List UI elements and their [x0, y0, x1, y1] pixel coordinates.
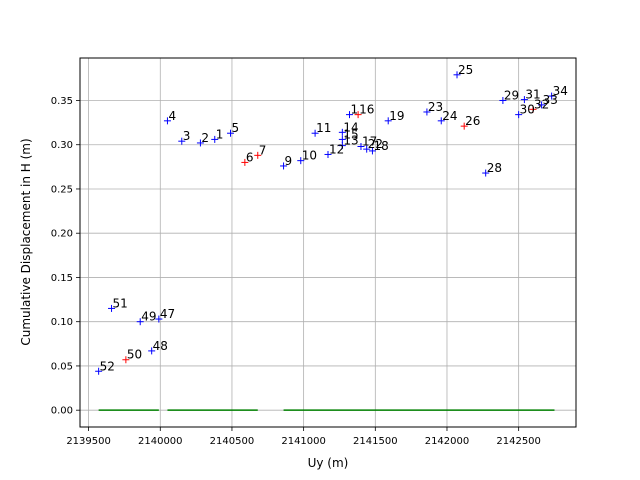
point-label: 26 — [465, 114, 480, 128]
point-label: 24 — [442, 109, 457, 123]
point-label: 49 — [141, 310, 156, 324]
point-label: 5 — [232, 121, 240, 135]
data-markers — [95, 71, 556, 375]
data-point-marker — [148, 347, 156, 355]
point-label: 6 — [246, 150, 254, 164]
point-label: 13 — [343, 134, 358, 148]
data-point-marker — [368, 147, 376, 155]
y-tick-label: 0.10 — [51, 317, 73, 328]
point-label: 2 — [201, 131, 209, 145]
plot-frame — [79, 57, 577, 428]
y-tick-label: 0.15 — [51, 273, 73, 284]
point-label: 19 — [389, 109, 404, 123]
point-label: 22 — [368, 137, 383, 151]
y-axis-ticks: 0.00 0.05 0.10 0.15 0.20 0.25 0.30 0.35 — [51, 96, 80, 417]
point-label: 28 — [487, 161, 502, 175]
x-tick-label: 2139500 — [66, 436, 111, 447]
data-point-marker — [311, 129, 319, 137]
x-tick-label: 2141500 — [353, 436, 398, 447]
data-point-marker — [520, 96, 528, 104]
point-label: 1 — [216, 127, 224, 141]
data-point-marker — [357, 142, 365, 150]
y-tick-label: 0.30 — [51, 140, 73, 151]
point-label: 11 — [316, 121, 331, 135]
point-label: 48 — [153, 339, 168, 353]
point-label: 50 — [127, 348, 142, 362]
x-tick-label: 2141000 — [281, 436, 326, 447]
point-label: 47 — [160, 307, 175, 321]
data-point-marker — [453, 71, 461, 79]
point-label: 23 — [428, 100, 443, 114]
point-label: 17 — [362, 134, 377, 148]
data-point-marker — [460, 122, 468, 130]
data-point-marker — [108, 304, 116, 312]
data-point-marker — [384, 117, 392, 125]
point-label: 34 — [553, 84, 568, 98]
point-label: 15 — [343, 127, 358, 141]
data-point-marker — [297, 157, 305, 165]
point-label: 33 — [543, 93, 558, 107]
y-tick-label: 0.00 — [51, 406, 73, 417]
data-point-marker — [122, 356, 130, 364]
point-label: 25 — [458, 63, 473, 77]
data-point-marker — [338, 142, 346, 150]
point-label: 31 — [525, 88, 540, 102]
data-point-marker — [423, 108, 431, 116]
x-tick-label: 2140000 — [138, 436, 183, 447]
data-point-marker — [324, 150, 332, 158]
x-axis-ticks: 2139500 2140000 2140500 2141000 2141500 21420… — [66, 427, 541, 447]
data-point-marker — [241, 158, 249, 166]
data-point-marker — [196, 139, 204, 147]
point-label: 14 — [343, 120, 358, 134]
data-point-marker — [515, 111, 523, 119]
x-tick-label: 2142000 — [425, 436, 470, 447]
data-point-marker — [280, 162, 288, 170]
data-point-marker — [155, 315, 163, 323]
data-point-marker — [363, 145, 371, 153]
x-axis-label: Uy (m) — [308, 456, 349, 470]
x-tick-label: 2140500 — [210, 436, 255, 447]
data-point-marker — [538, 101, 546, 109]
point-label: 12 — [329, 142, 344, 156]
point-label: 4 — [168, 109, 176, 123]
y-tick-label: 0.25 — [51, 184, 73, 195]
data-point-marker — [437, 117, 445, 125]
point-label: 16 — [359, 103, 374, 117]
data-point-marker — [178, 137, 186, 145]
grid-lines — [80, 58, 576, 427]
data-point-marker — [338, 128, 346, 136]
data-point-marker — [346, 111, 354, 119]
data-point-marker — [254, 151, 262, 159]
y-tick-label: 0.05 — [51, 361, 73, 372]
data-point-marker — [227, 129, 235, 137]
data-point-marker — [136, 318, 144, 326]
x-tick-label: 2142500 — [496, 436, 541, 447]
point-label: 29 — [504, 88, 519, 102]
data-point-marker — [482, 169, 490, 177]
data-point-marker — [354, 111, 362, 119]
point-label: 18 — [373, 139, 388, 153]
y-axis-label: Cumulative Displacement in H (m) — [19, 138, 33, 345]
point-label: 1 — [351, 103, 359, 117]
point-label: 3 — [183, 129, 191, 143]
y-tick-label: 0.35 — [51, 96, 73, 107]
data-point-marker — [499, 96, 507, 104]
y-tick-label: 0.20 — [51, 229, 73, 240]
data-point-marker — [95, 367, 103, 375]
point-label: 51 — [113, 296, 128, 310]
data-point-marker — [211, 135, 219, 143]
point-label: 30 — [520, 103, 535, 117]
point-label: 9 — [285, 154, 293, 168]
data-point-marker — [548, 92, 556, 100]
data-point-marker — [338, 135, 346, 143]
point-label: 52 — [100, 359, 115, 373]
point-label: 32 — [534, 97, 549, 111]
data-point-marker — [163, 117, 171, 125]
point-label: 10 — [302, 149, 317, 163]
data-point-marker — [529, 105, 537, 113]
point-label: 7 — [259, 143, 267, 157]
